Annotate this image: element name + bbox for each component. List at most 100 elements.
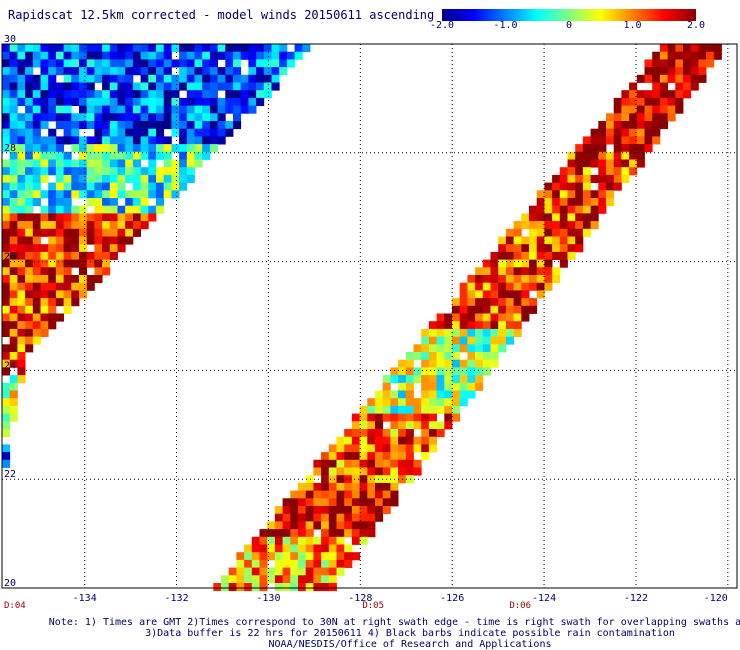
wind-cell (94, 275, 103, 284)
wind-cell (259, 559, 268, 568)
wind-cell (17, 74, 26, 83)
wind-cell (305, 498, 314, 507)
wind-cell (2, 275, 11, 284)
wind-cell (55, 121, 64, 130)
wind-cell (382, 375, 391, 384)
wind-cell (521, 244, 530, 253)
wind-cell (248, 105, 257, 114)
wind-cell (359, 490, 368, 499)
wind-cell (575, 198, 584, 207)
wind-cell (179, 51, 188, 60)
longitude-tick-label: -132 (165, 593, 189, 604)
wind-cell (9, 390, 18, 399)
wind-cell (63, 44, 72, 53)
wind-cell (475, 298, 484, 307)
wind-cell (63, 205, 72, 214)
wind-cell (405, 459, 414, 468)
wind-cell (186, 97, 195, 106)
wind-cell (109, 174, 118, 183)
wind-cell (482, 321, 491, 330)
wind-cell (421, 352, 430, 361)
wind-cell (63, 128, 72, 137)
wind-cell (290, 575, 299, 584)
wind-cell (428, 375, 437, 384)
wind-cell (148, 67, 157, 76)
wind-cell (367, 506, 376, 515)
wind-cell (436, 352, 445, 361)
wind-cell (132, 82, 141, 91)
wind-cell (9, 205, 18, 214)
wind-cell (421, 375, 430, 384)
wind-cell (109, 121, 118, 130)
wind-cell (428, 444, 437, 453)
wind-cell (351, 475, 360, 484)
wind-cell (428, 382, 437, 391)
wind-cell (328, 521, 337, 530)
wind-cell (171, 182, 180, 191)
wind-cell (63, 267, 72, 276)
wind-cell (86, 121, 95, 130)
wind-cell (652, 121, 661, 130)
wind-cell (194, 67, 203, 76)
wind-cell (598, 151, 607, 160)
wind-cell (40, 244, 49, 253)
wind-cell (171, 121, 180, 130)
wind-cell (659, 67, 668, 76)
wind-cell (459, 390, 468, 399)
wind-cell (248, 51, 257, 60)
wind-cell (194, 44, 203, 53)
wind-cell (459, 305, 468, 314)
wind-cell (2, 421, 11, 430)
wind-cell (109, 198, 118, 207)
wind-cell (109, 167, 118, 176)
wind-cell (328, 452, 337, 461)
wind-cell (117, 113, 126, 122)
wind-cell (467, 298, 476, 307)
wind-cell (71, 121, 80, 130)
wind-cell (544, 213, 553, 222)
wind-cell (17, 221, 26, 230)
wind-cell (9, 144, 18, 153)
wind-cell (667, 74, 676, 83)
wind-cell (636, 113, 645, 122)
wind-cell (636, 121, 645, 130)
wind-cell (613, 182, 622, 191)
map-gridlines (2, 44, 737, 588)
wind-cell (194, 151, 203, 160)
wind-cell (498, 336, 507, 345)
wind-cell (467, 305, 476, 314)
wind-cell (194, 128, 203, 137)
wind-cell (156, 44, 165, 53)
wind-cell (382, 405, 391, 414)
wind-cell (79, 121, 88, 130)
wind-cell (209, 128, 218, 137)
wind-cell (274, 513, 283, 522)
wind-cell (421, 429, 430, 438)
wind-cell (48, 244, 57, 253)
wind-cell (675, 90, 684, 99)
wind-cell (459, 313, 468, 322)
wind-cell (544, 228, 553, 237)
wind-cell (102, 128, 111, 137)
wind-cell (71, 190, 80, 199)
wind-cell (567, 213, 576, 222)
wind-cell (513, 221, 522, 230)
wind-cell (17, 128, 26, 137)
wind-cell (567, 174, 576, 183)
wind-cell (382, 490, 391, 499)
wind-cell (413, 459, 422, 468)
wind-cell (32, 267, 41, 276)
wind-cell (390, 467, 399, 476)
wind-cell (9, 159, 18, 168)
wind-cell (367, 521, 376, 530)
wind-cell (186, 136, 195, 145)
wind-cell (48, 198, 57, 207)
wind-cell (32, 213, 41, 222)
wind-cell (421, 367, 430, 376)
wind-cell (109, 82, 118, 91)
wind-cell (559, 198, 568, 207)
wind-cell (179, 144, 188, 153)
wind-cell (398, 405, 407, 414)
wind-cell (94, 51, 103, 60)
wind-cell (390, 452, 399, 461)
